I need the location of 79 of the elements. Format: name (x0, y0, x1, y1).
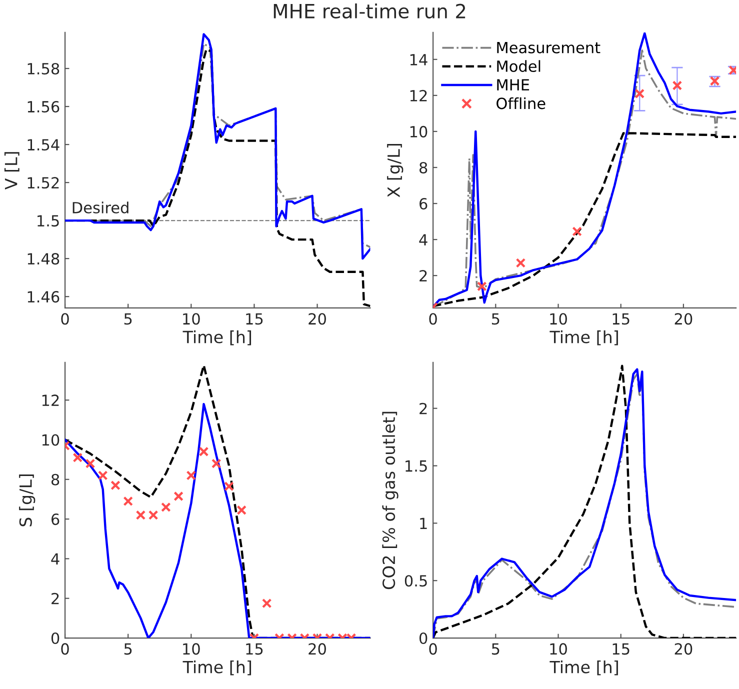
point (174, 491, 184, 502)
x-tick-label: 5 (492, 313, 500, 325)
point (72, 452, 83, 462)
x-axis-title: Time [h] (550, 330, 618, 346)
point (186, 470, 196, 480)
y-tick-label: 2 (52, 592, 59, 604)
y-tick-label: 4 (419, 234, 428, 246)
point (85, 458, 96, 468)
point (110, 480, 120, 490)
x-tick-label: 5 (124, 313, 132, 325)
ref-line-label: Desired (72, 202, 128, 214)
y-tick-label: 2 (420, 270, 427, 282)
y-tick-label: 0 (419, 632, 428, 644)
x-tick-label: 20 (308, 313, 326, 325)
y-tick-label: 1.56 (28, 100, 60, 113)
y-axis-title: CO2 [% of gas outlet] (382, 412, 398, 590)
y-tick-label: 1.5 (38, 215, 59, 227)
chart-title: MHE real-time run 2 (274, 3, 466, 18)
y-tick-label: 1.5 (406, 460, 427, 472)
y-tick-label: 10 (42, 434, 60, 446)
x-tick-label: 20 (308, 643, 326, 655)
x-tick-label: 5 (492, 643, 500, 655)
legend-label: Offline (496, 97, 546, 110)
x-tick-label: 15 (612, 643, 630, 655)
x-tick-label: 10 (183, 643, 200, 655)
y-tick-label: 4 (51, 553, 60, 565)
y-tick-label: 14 (410, 54, 428, 66)
point (672, 80, 682, 90)
x-tick-label: 5 (124, 643, 132, 655)
x-tick-label: 10 (550, 313, 567, 325)
x-tick-label: 10 (550, 643, 567, 655)
y-axis-title: V [L] (4, 152, 20, 190)
x-tick-label: 20 (674, 643, 692, 655)
x-tick-label: 15 (246, 313, 263, 325)
y-tick-label: 1.52 (28, 177, 59, 189)
x-tick-label: 15 (246, 643, 263, 655)
x-tick-label: 0 (429, 643, 437, 655)
y-tick-label: 1.54 (28, 139, 60, 151)
y-tick-label: 1.46 (28, 291, 60, 303)
y-tick-label: 1.48 (28, 253, 60, 265)
x-tick-label: 10 (183, 313, 200, 325)
point (236, 505, 247, 516)
y-tick-label: 8 (51, 474, 60, 486)
y-axis-title: S [g/L] (19, 474, 36, 526)
x-tick-label: 0 (61, 313, 69, 325)
y-tick-label: 6 (420, 198, 428, 210)
y-tick-label: 12 (410, 90, 427, 102)
y-tick-label: 2 (420, 402, 427, 414)
x-tick-label: 0 (61, 643, 69, 655)
legend-label: Model (497, 60, 540, 72)
y-tick-label: 1.58 (28, 62, 60, 75)
y-tick-label: 10 (410, 126, 428, 138)
x-tick-label: 20 (674, 313, 692, 325)
x-tick-label: 0 (429, 313, 437, 325)
point (476, 281, 487, 292)
y-tick-label: 6 (52, 514, 60, 526)
x-axis-title: Time [h] (550, 660, 618, 676)
x-tick-label: 15 (612, 313, 630, 325)
point (634, 88, 645, 99)
y-tick-label: 12 (42, 394, 59, 406)
legend-label: Measurement (497, 42, 600, 54)
y-tick-label: 8 (420, 162, 428, 174)
point (136, 510, 146, 520)
point (516, 258, 526, 268)
point (211, 458, 222, 468)
y-axis-title: X [g/L] (387, 144, 404, 198)
y-tick-label: 1 (420, 518, 427, 529)
point (224, 481, 234, 492)
point (198, 446, 209, 457)
y-tick-label: 0 (51, 632, 60, 644)
legend-label: MHE (497, 79, 530, 90)
y-tick-label: 0.5 (404, 575, 427, 587)
point (123, 496, 134, 506)
point (161, 502, 171, 512)
point (572, 226, 582, 236)
point (98, 470, 108, 480)
x-axis-title: Time [h] (182, 330, 252, 346)
x-axis-title: Time [h] (182, 660, 252, 676)
point (148, 510, 158, 520)
